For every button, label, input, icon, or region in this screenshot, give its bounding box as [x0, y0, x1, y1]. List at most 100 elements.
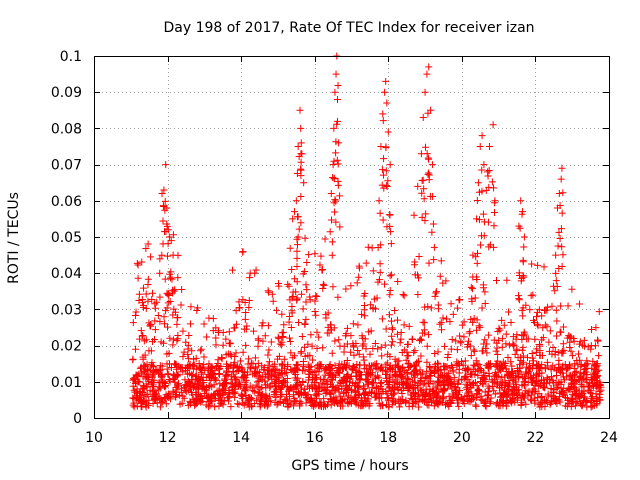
data-point: [472, 357, 480, 365]
data-point: [371, 360, 379, 368]
data-point: [194, 374, 202, 382]
data-point: [245, 394, 253, 402]
data-point: [169, 231, 177, 239]
data-point: [484, 218, 492, 226]
data-point: [546, 327, 554, 335]
data-point: [477, 241, 485, 249]
data-point: [465, 329, 473, 337]
data-point: [342, 332, 350, 340]
data-point: [184, 341, 192, 349]
data-point: [425, 155, 433, 163]
data-point: [160, 186, 168, 194]
data-point: [130, 386, 138, 394]
data-point: [519, 343, 527, 351]
data-point: [174, 372, 182, 380]
data-point: [212, 376, 220, 384]
data-point: [526, 306, 534, 314]
data-point: [180, 384, 188, 392]
data-point: [420, 391, 428, 399]
data-point: [167, 274, 175, 282]
data-point: [517, 357, 525, 365]
data-point: [485, 167, 493, 175]
data-point: [283, 374, 291, 382]
data-point: [471, 294, 479, 302]
data-point: [347, 348, 355, 356]
data-point: [558, 209, 566, 217]
data-point: [227, 403, 235, 411]
data-point: [169, 286, 177, 294]
data-point: [391, 398, 399, 406]
data-point: [452, 337, 460, 345]
data-point: [551, 351, 559, 359]
data-point: [488, 178, 496, 186]
data-point: [287, 365, 295, 373]
data-point: [532, 378, 540, 386]
data-point: [300, 343, 308, 351]
data-point: [516, 224, 524, 232]
data-point: [491, 372, 499, 380]
data-point: [179, 327, 187, 335]
data-point: [553, 282, 561, 290]
data-point: [200, 320, 208, 328]
data-point: [359, 353, 367, 361]
data-point: [479, 281, 487, 289]
data-point: [293, 366, 301, 374]
data-point: [393, 330, 401, 338]
data-point: [278, 370, 286, 378]
data-point: [587, 403, 595, 411]
data-point: [165, 349, 173, 357]
data-point: [293, 262, 301, 270]
data-point: [494, 380, 502, 388]
data-point: [382, 366, 390, 374]
data-point: [411, 261, 419, 269]
y-tick-label: 0.01: [51, 375, 82, 391]
data-point: [265, 346, 273, 354]
data-point: [576, 338, 584, 346]
data-point: [239, 248, 247, 256]
data-point: [594, 371, 602, 379]
data-point: [417, 386, 425, 394]
data-point: [342, 378, 350, 386]
data-point: [200, 361, 208, 369]
data-point: [540, 263, 548, 271]
data-point: [522, 400, 530, 408]
data-point: [136, 378, 144, 386]
data-point: [434, 373, 442, 381]
data-point: [372, 375, 380, 383]
x-tick-label: 22: [527, 430, 545, 446]
data-point: [132, 345, 140, 353]
data-point: [188, 371, 196, 379]
data-point: [493, 276, 501, 284]
data-point: [576, 376, 584, 384]
data-point: [496, 402, 504, 410]
x-axis-label: GPS time / hours: [291, 458, 408, 474]
data-point: [376, 390, 384, 398]
data-point: [200, 353, 208, 361]
data-point: [329, 161, 337, 169]
data-point: [378, 166, 386, 174]
data-point: [343, 357, 351, 365]
data-point: [367, 327, 375, 335]
data-point: [446, 396, 454, 404]
data-point: [379, 216, 387, 224]
data-point: [149, 399, 157, 407]
data-point: [391, 370, 399, 378]
data-point: [498, 397, 506, 405]
data-point: [143, 399, 151, 407]
y-tick-label: 0.06: [51, 194, 82, 210]
data-point: [229, 367, 237, 375]
data-point: [473, 215, 481, 223]
data-point: [328, 349, 336, 357]
data-point: [414, 291, 422, 299]
data-point: [144, 390, 152, 398]
data-point: [543, 323, 551, 331]
data-point: [399, 395, 407, 403]
data-point: [136, 335, 144, 343]
data-point: [369, 379, 377, 387]
data-point: [149, 378, 157, 386]
data-point: [378, 379, 386, 387]
data-point: [241, 315, 249, 323]
data-point: [330, 174, 338, 182]
data-point: [327, 395, 335, 403]
data-point: [467, 315, 475, 323]
